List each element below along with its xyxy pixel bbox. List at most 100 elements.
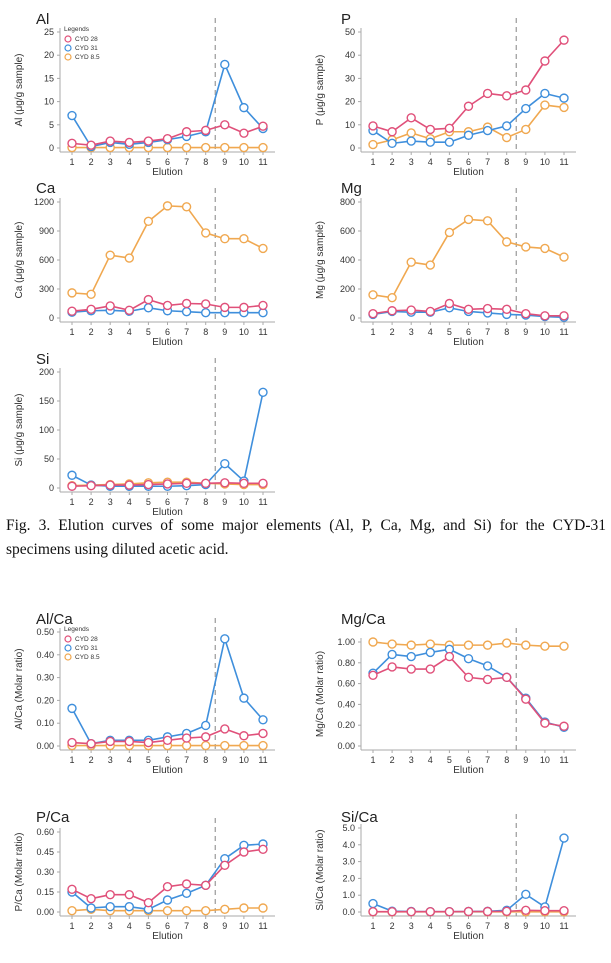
data-point — [559, 833, 569, 843]
data-point — [406, 305, 416, 315]
x-tick-label: 2 — [89, 755, 94, 765]
data-point — [181, 142, 192, 153]
y-tick-label: 1.0 — [342, 890, 355, 900]
chart-panel: P 0 10 20 30 40 50 1 2 3 4 5 6 7 8 9 10 11 Elution P (μg/g … — [315, 11, 576, 178]
x-axis-label: Elution — [152, 931, 183, 942]
legend-entry: CYD 28 — [75, 36, 98, 43]
x-tick-label: 9 — [523, 327, 528, 337]
y-tick-label: 150 — [39, 396, 54, 406]
y-tick-label: 0.00 — [36, 741, 54, 751]
x-tick-label: 3 — [108, 755, 113, 765]
data-point — [200, 905, 211, 916]
x-tick-label: 10 — [239, 497, 249, 507]
data-point — [482, 661, 493, 671]
data-point — [181, 905, 192, 916]
data-point — [67, 884, 77, 895]
x-tick-label: 7 — [184, 327, 189, 337]
y-tick-label: 3.0 — [342, 857, 355, 867]
data-point — [143, 479, 154, 490]
data-point — [406, 113, 416, 123]
legend-entry: CYD 31 — [75, 45, 98, 52]
x-tick-label: 4 — [127, 921, 132, 931]
x-tick-label: 1 — [69, 327, 74, 337]
series-line — [71, 848, 264, 904]
y-tick-label: 0.50 — [36, 627, 54, 637]
data-point — [521, 103, 531, 114]
x-tick-label: 5 — [146, 921, 151, 931]
x-tick-label: 9 — [523, 921, 528, 931]
data-point — [220, 120, 230, 130]
y-tick-label: 200 — [340, 284, 355, 294]
series-line — [372, 655, 565, 728]
y-tick-label: 0.00 — [337, 741, 355, 751]
data-point — [124, 901, 135, 912]
data-point — [162, 735, 173, 745]
x-tick-label: 3 — [409, 157, 414, 167]
chart-panel: Al 0 5 10 15 20 25 1 2 3 4 5 6 7 8 9 10 11 Elution Al (μg/g… — [14, 11, 275, 178]
x-tick-label: 2 — [390, 327, 395, 337]
data-point — [258, 387, 268, 397]
x-axis-label: Elution — [453, 337, 484, 348]
y-axis-label: Ca (μg/g sample) — [14, 222, 25, 299]
data-point — [425, 260, 435, 270]
data-point — [540, 641, 550, 651]
data-point — [482, 640, 493, 650]
y-tick-label: 0 — [49, 143, 54, 153]
data-point — [239, 847, 249, 857]
data-point — [86, 289, 96, 300]
x-tick-label: 7 — [184, 921, 189, 931]
data-point — [200, 732, 211, 742]
y-axis-label: Mg (μg/g sample) — [315, 221, 326, 299]
data-point — [200, 478, 211, 489]
x-tick-label: 11 — [258, 755, 267, 765]
data-point — [521, 905, 531, 916]
x-tick-label: 8 — [504, 327, 509, 337]
data-point — [124, 736, 135, 747]
x-tick-label: 2 — [89, 921, 94, 931]
legend-entry: CYD 8.5 — [75, 654, 100, 661]
y-tick-label: 0.20 — [337, 720, 355, 730]
data-point — [368, 139, 378, 150]
data-point — [368, 670, 378, 680]
x-tick-label: 4 — [428, 327, 433, 337]
data-point — [559, 93, 569, 103]
y-tick-label: 20 — [345, 97, 355, 107]
data-point — [162, 881, 173, 892]
data-point — [162, 300, 173, 311]
data-point — [502, 672, 512, 683]
panel-title: Mg — [341, 180, 362, 197]
data-point — [181, 478, 192, 489]
panel-title: Al — [36, 11, 49, 28]
data-point — [162, 201, 173, 211]
data-point — [181, 879, 192, 889]
x-tick-label: 5 — [447, 157, 452, 167]
data-point — [86, 893, 96, 904]
data-point — [521, 640, 531, 650]
y-tick-label: 4.0 — [342, 840, 355, 850]
data-point — [540, 905, 550, 916]
x-tick-label: 5 — [146, 497, 151, 507]
data-point — [406, 136, 416, 146]
x-tick-label: 3 — [108, 921, 113, 931]
panel-title: Ca — [36, 180, 56, 197]
legend-entry: CYD 31 — [75, 645, 98, 652]
data-point — [559, 311, 569, 321]
data-point — [220, 904, 230, 915]
x-tick-label: 4 — [127, 327, 132, 337]
data-point — [239, 234, 249, 244]
x-axis-label: Elution — [152, 337, 183, 348]
x-tick-label: 10 — [540, 755, 550, 765]
data-point — [406, 664, 416, 674]
x-tick-label: 4 — [127, 157, 132, 167]
legend-marker — [64, 653, 72, 661]
data-point — [463, 130, 474, 140]
x-tick-label: 1 — [69, 921, 74, 931]
data-point — [200, 307, 211, 318]
y-tick-label: 10 — [345, 120, 355, 130]
data-point — [67, 905, 77, 916]
y-tick-label: 0 — [49, 483, 54, 493]
x-tick-label: 11 — [559, 921, 568, 931]
data-point — [181, 733, 192, 743]
data-point — [124, 305, 135, 315]
data-point — [162, 905, 173, 916]
